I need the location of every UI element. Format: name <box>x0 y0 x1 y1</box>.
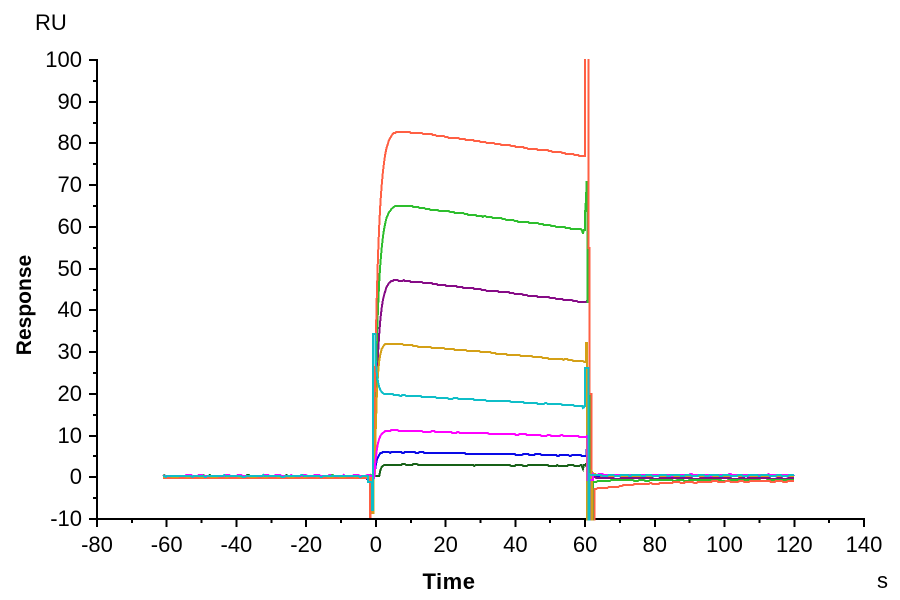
svg-text:10: 10 <box>58 423 82 448</box>
svg-text:Response: Response <box>13 255 36 355</box>
svg-text:-10: -10 <box>50 506 82 531</box>
svg-text:140: 140 <box>846 532 883 557</box>
svg-text:-20: -20 <box>290 532 322 557</box>
svg-text:60: 60 <box>573 532 597 557</box>
svg-text:0: 0 <box>370 532 382 557</box>
svg-text:-80: -80 <box>81 532 113 557</box>
svg-text:80: 80 <box>643 532 667 557</box>
svg-text:40: 40 <box>503 532 527 557</box>
svg-text:-60: -60 <box>151 532 183 557</box>
svg-text:0: 0 <box>70 464 82 489</box>
svg-text:RU: RU <box>35 10 67 35</box>
svg-text:Time: Time <box>423 569 476 594</box>
svg-text:20: 20 <box>433 532 457 557</box>
svg-text:100: 100 <box>45 47 82 72</box>
svg-text:-40: -40 <box>221 532 253 557</box>
svg-text:50: 50 <box>58 256 82 281</box>
svg-text:90: 90 <box>58 89 82 114</box>
svg-text:20: 20 <box>58 381 82 406</box>
svg-text:40: 40 <box>58 297 82 322</box>
svg-text:70: 70 <box>58 172 82 197</box>
svg-text:120: 120 <box>776 532 813 557</box>
svg-text:60: 60 <box>58 214 82 239</box>
svg-text:s: s <box>877 568 888 593</box>
svg-text:100: 100 <box>706 532 743 557</box>
svg-text:30: 30 <box>58 339 82 364</box>
svg-text:80: 80 <box>58 130 82 155</box>
